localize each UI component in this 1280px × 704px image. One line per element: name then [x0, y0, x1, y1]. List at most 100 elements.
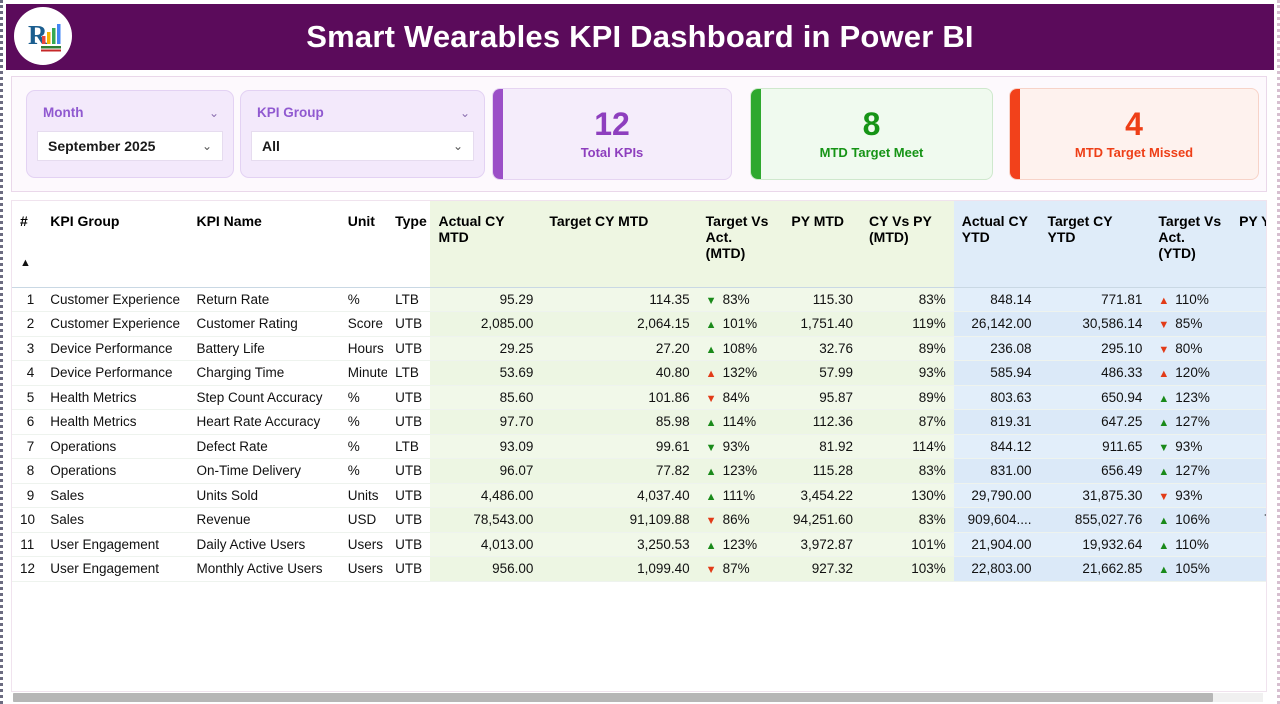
- cell-tgt_ytd: 647.25: [1039, 409, 1151, 435]
- trend-down-icon: ▼: [705, 294, 717, 307]
- cell-tgt_mtd: 2,064.15: [541, 311, 698, 337]
- cell-py_mtd: 81.92: [783, 434, 862, 459]
- trend-down-icon: ▼: [705, 515, 717, 528]
- table-row[interactable]: 6 Health Metrics Heart Rate Accuracy% UTB 97…: [12, 409, 1266, 435]
- cell-cyvspy_mtd: 93%: [861, 360, 954, 386]
- table-row[interactable]: 7 Operations Defect Rate% LTB 93.09 99.61 ▼ 93%…: [12, 434, 1266, 459]
- column-header-type[interactable]: Type: [387, 201, 431, 288]
- column-header-label: PY MTD: [791, 213, 845, 229]
- kpi-card-value: 4: [1125, 105, 1143, 142]
- sort-ascending-icon[interactable]: ▲: [20, 257, 31, 269]
- cell-cyvspy_mtd: 87%: [861, 409, 954, 435]
- cell-value: 106%: [1175, 512, 1210, 528]
- cell-value: 132%: [722, 365, 758, 381]
- cell-act_mtd: 2,085.00: [430, 311, 542, 337]
- kpi-card-total-kpis[interactable]: 12 Total KPIs: [492, 88, 732, 180]
- cell-tva_ytd: ▼ 93%: [1150, 434, 1232, 459]
- column-header-unit[interactable]: Unit: [339, 201, 388, 288]
- cell-tgt_mtd: 91,109.88: [541, 507, 698, 533]
- cell-idx: 1: [12, 287, 43, 312]
- table-row[interactable]: 11 User Engagement Daily Active Users Users…: [12, 532, 1266, 557]
- chevron-down-icon[interactable]: ⌄: [208, 106, 219, 120]
- cell-value: 87%: [722, 561, 750, 577]
- column-header-tva_mtd[interactable]: Target Vs Act. (MTD): [697, 201, 784, 288]
- table-row[interactable]: 2 Customer Experience Customer Rating Score…: [12, 311, 1266, 337]
- cell-idx: 11: [12, 532, 43, 557]
- cell-value: 123%: [722, 536, 758, 552]
- scrollbar-thumb[interactable]: [13, 693, 1213, 702]
- slicer-month-label: Month: [43, 105, 84, 120]
- cell-tva_mtd: ▲ 123%: [697, 458, 784, 484]
- cell-idx: 9: [12, 483, 43, 508]
- cell-py_ytd: 21,027.8: [1231, 532, 1266, 557]
- chevron-down-icon[interactable]: ⌄: [201, 139, 212, 153]
- cell-act_ytd: 909,604....: [953, 507, 1040, 533]
- column-header-label: Unit: [347, 213, 375, 229]
- cell-py_ytd: 639.8: [1231, 458, 1266, 484]
- cell-type: UTB: [387, 336, 431, 361]
- trend-up-icon: ▲: [1158, 368, 1170, 381]
- column-header-act_ytd[interactable]: Actual CY YTD: [953, 201, 1040, 288]
- cell-kpiname: Units Sold: [188, 483, 340, 508]
- column-header-py_ytd[interactable]: PY YTD: [1231, 201, 1266, 288]
- cell-act_ytd: 819.31: [953, 409, 1040, 435]
- cell-tgt_ytd: 650.94: [1039, 385, 1151, 410]
- cell-tva_ytd: ▲ 110%: [1150, 287, 1232, 312]
- trend-up-icon: ▲: [1158, 539, 1170, 552]
- cell-type: LTB: [387, 287, 431, 312]
- column-header-label: Target Vs Act. (MTD): [705, 213, 769, 261]
- kpi-card-mtd-target-missed[interactable]: 4 MTD Target Missed: [1009, 88, 1259, 180]
- table-row[interactable]: 1 Customer Experience Return Rate% LTB 95.29…: [12, 287, 1266, 312]
- column-header-idx[interactable]: # ▲: [12, 201, 43, 288]
- slicer-kpi-group[interactable]: KPI Group ⌄ All ⌄: [240, 90, 485, 178]
- table-row[interactable]: 9 Sales Units Sold Units UTB 4,486.00 4,037.40…: [12, 483, 1266, 508]
- cell-tva_mtd: ▼ 86%: [697, 507, 784, 533]
- cell-cyvspy_mtd: 89%: [861, 336, 954, 361]
- cell-py_ytd: 653.0: [1231, 287, 1266, 312]
- cell-tva_mtd: ▼ 83%: [697, 287, 784, 312]
- column-header-act_mtd[interactable]: Actual CY MTD: [430, 201, 542, 288]
- table-row[interactable]: 5 Health Metrics Step Count Accuracy% UTB 85…: [12, 385, 1266, 410]
- cell-tva_mtd: ▲ 132%: [697, 360, 784, 386]
- cell-value: 110%: [1175, 291, 1209, 307]
- cell-act_ytd: 585.94: [953, 360, 1040, 386]
- table-row[interactable]: 3 Device Performance Battery Life Hours UTB 2…: [12, 336, 1266, 361]
- slicer-kpi-group-value: All: [262, 138, 280, 154]
- cell-group: Sales: [42, 483, 189, 508]
- trend-up-icon: ▲: [1158, 392, 1170, 405]
- cell-unit: %: [339, 458, 388, 484]
- column-header-tgt_ytd[interactable]: Target CY YTD: [1039, 201, 1151, 288]
- chevron-down-icon[interactable]: ⌄: [459, 106, 470, 120]
- cell-act_ytd: 831.00: [953, 458, 1040, 484]
- cell-value: 93%: [1175, 487, 1203, 503]
- column-header-py_mtd[interactable]: PY MTD: [783, 201, 862, 288]
- cell-tgt_mtd: 40.80: [541, 360, 698, 386]
- horizontal-scrollbar[interactable]: [13, 693, 1263, 702]
- accent-bar: [751, 89, 761, 179]
- column-header-tva_ytd[interactable]: Target Vs Act. (YTD): [1150, 201, 1232, 288]
- cell-group: Operations: [42, 458, 189, 484]
- slicer-month-dropdown[interactable]: September 2025 ⌄: [37, 131, 223, 161]
- column-header-kpiname[interactable]: KPI Name: [188, 201, 340, 288]
- cell-value: 86%: [722, 512, 750, 528]
- trend-up-icon: ▲: [705, 368, 717, 381]
- cell-group: Operations: [42, 434, 189, 459]
- column-header-group[interactable]: KPI Group: [42, 201, 189, 288]
- cell-tva_ytd: ▼ 80%: [1150, 336, 1232, 361]
- chevron-down-icon[interactable]: ⌄: [452, 139, 463, 153]
- table-row[interactable]: 10 Sales Revenue USD UTB 78,543.00 91,109.88 ▼ 8…: [12, 507, 1266, 533]
- kpi-table-body: 1 Customer Experience Return Rate% LTB 95.29…: [12, 287, 1266, 582]
- cell-kpiname: Monthly Active Users: [188, 556, 340, 582]
- cell-tva_mtd: ▼ 87%: [697, 556, 784, 582]
- slicer-kpi-group-dropdown[interactable]: All ⌄: [251, 131, 474, 161]
- kpi-table-container[interactable]: # ▲ KPI Group KPI Name Unit Type Actual CY MTD…: [11, 200, 1267, 692]
- table-row[interactable]: 8 Operations On-Time Delivery% UTB 96.07 77.8…: [12, 458, 1266, 484]
- column-header-tgt_mtd[interactable]: Target CY MTD: [541, 201, 698, 288]
- cell-group: Device Performance: [42, 336, 189, 361]
- column-header-cyvspy_mtd[interactable]: CY Vs PY (MTD): [861, 201, 954, 288]
- kpi-card-mtd-target-meet[interactable]: 8 MTD Target Meet: [750, 88, 993, 180]
- company-logo-icon: R: [14, 7, 72, 65]
- slicer-month[interactable]: Month ⌄ September 2025 ⌄: [26, 90, 234, 178]
- table-row[interactable]: 12 User Engagement Monthly Active Users Use…: [12, 556, 1266, 582]
